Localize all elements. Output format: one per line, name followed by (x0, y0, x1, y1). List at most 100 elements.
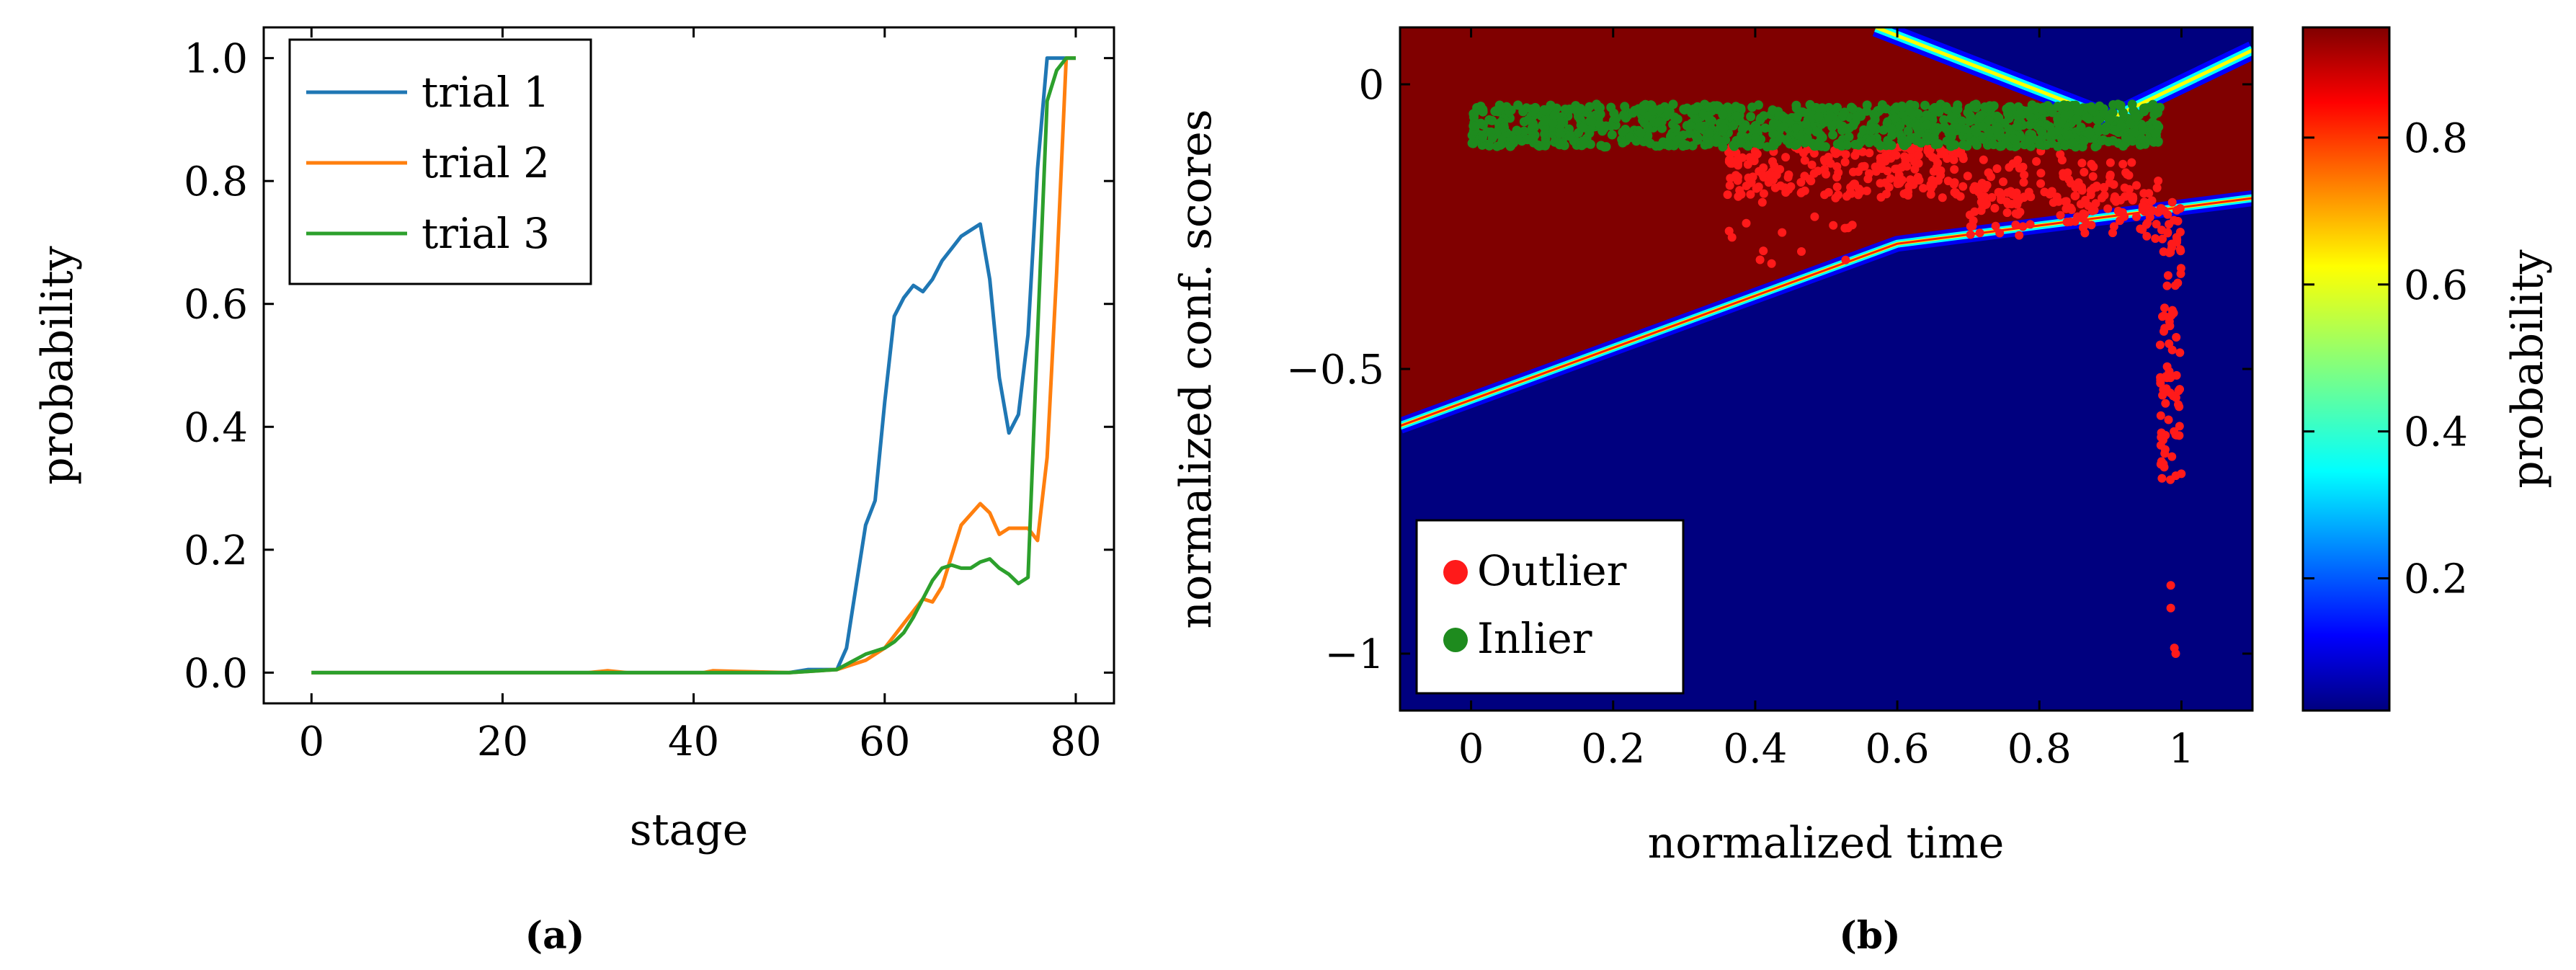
inlier-point (1969, 136, 1979, 146)
inlier-point (1916, 138, 1926, 148)
outlier-point (1906, 175, 1915, 184)
outlier-point (2173, 278, 2183, 288)
x-tick-label: 1 (2169, 726, 2195, 773)
colorbar-tick-label: 0.8 (2404, 115, 2468, 162)
outlier-point (1904, 182, 1914, 191)
chart-b-heatmap (1400, 27, 2252, 711)
inlier-point (1841, 124, 1851, 134)
inlier-point (1662, 107, 1672, 117)
outlier-point (1842, 192, 1851, 201)
inlier-point (1618, 127, 1628, 137)
inlier-point (1842, 141, 1852, 150)
inlier-point (2025, 120, 2035, 130)
inlier-point (1792, 139, 1802, 149)
outlier-point (2162, 362, 2172, 371)
inlier-point (1869, 110, 1879, 120)
y-tick-label: 0.6 (184, 282, 248, 329)
outlier-point (2174, 386, 2183, 396)
outlier-point (1975, 228, 1984, 238)
outlier-point (2026, 192, 2036, 202)
inlier-point (1736, 138, 1746, 148)
outlier-point (2109, 180, 2118, 189)
inlier-point (2138, 124, 2148, 134)
outlier-point (2127, 158, 2136, 167)
y-tick-label: 1.0 (184, 36, 248, 83)
outlier-point (1899, 189, 1909, 198)
outlier-point (2036, 179, 2046, 188)
inlier-point (1912, 122, 1922, 132)
chart-b-x-axis: 0 0.2 0.4 0.6 0.8 1 (1458, 27, 2194, 773)
chart-b-legend: Outlier Inlier (1415, 519, 1685, 695)
inlier-point (2062, 102, 2072, 112)
outlier-point (1991, 221, 2000, 231)
inlier-point (1897, 136, 1907, 146)
outlier-point (1965, 210, 1974, 220)
inlier-point (1971, 128, 1982, 138)
outlier-point (2156, 204, 2165, 213)
inlier-point (1760, 123, 1770, 133)
x-tick-label: 0 (1458, 726, 1484, 773)
inlier-point (1685, 128, 1695, 138)
inlier-point (1693, 133, 1703, 142)
chart-a-xlabel: stage (630, 805, 749, 855)
inlier-point (1719, 123, 1729, 133)
outlier-point (2125, 184, 2134, 194)
inlier-point (1585, 117, 1595, 126)
outlier-point (2166, 475, 2175, 484)
inlier-point (1876, 141, 1885, 151)
outlier-point (1726, 174, 1735, 183)
outlier-point (2064, 175, 2074, 184)
y-tick-label: 0.8 (184, 159, 248, 205)
inlier-point (2036, 126, 2046, 136)
inlier-point (1929, 133, 1939, 143)
inlier-point (1920, 100, 1930, 110)
outlier-point (1871, 162, 1880, 172)
inlier-point (1628, 108, 1638, 118)
inlier-point (1859, 125, 1869, 135)
inlier-point (2013, 121, 2023, 131)
outlier-point (1746, 190, 1755, 199)
outlier-point (2154, 177, 2163, 185)
inlier-point (2139, 103, 2149, 113)
outlier-point (1943, 154, 1952, 163)
outlier-point (1800, 156, 1809, 165)
outlier-point (2160, 303, 2169, 313)
outlier-point (2155, 340, 2165, 350)
outlier-point (1936, 171, 1946, 180)
outlier-point (2067, 205, 2076, 214)
inlier-point (2053, 102, 2063, 111)
inlier-point (2118, 141, 2129, 151)
inlier-point (1530, 104, 1541, 114)
inlier-point (1704, 114, 1714, 124)
outlier-point (2158, 234, 2167, 244)
inlier-point (1509, 135, 1518, 145)
x-tick-label: 20 (477, 718, 528, 765)
inlier-point (1905, 99, 1915, 110)
inlier-point (1739, 122, 1750, 132)
outlier-point (1797, 247, 1806, 256)
outlier-point (2019, 178, 2028, 187)
outlier-point (2152, 220, 2161, 228)
inlier-point (1878, 125, 1889, 135)
outlier-point (2098, 193, 2106, 203)
inlier-point (1678, 139, 1688, 149)
outlier-point (1776, 181, 1785, 190)
outlier-point (1831, 193, 1840, 203)
inlier-point (1769, 137, 1779, 147)
outlier-point (1987, 192, 1997, 202)
colorbar-tick-label: 0.6 (2404, 262, 2468, 309)
outlier-point (2157, 428, 2166, 437)
inlier-point (1729, 140, 1739, 150)
outlier-point (2088, 172, 2098, 181)
outlier-point (1807, 160, 1817, 169)
inlier-point (1685, 121, 1695, 130)
outlier-point (1966, 230, 1975, 239)
outlier-point (2109, 222, 2118, 231)
inlier-point (1922, 120, 1932, 130)
inlier-point (1837, 110, 1848, 120)
outlier-point (2128, 195, 2137, 205)
outlier-point (2161, 399, 2170, 408)
inlier-point (1801, 119, 1811, 129)
chart-a-legend-item-trial-3: trial 3 (306, 209, 550, 258)
outlier-point (1850, 151, 1860, 160)
